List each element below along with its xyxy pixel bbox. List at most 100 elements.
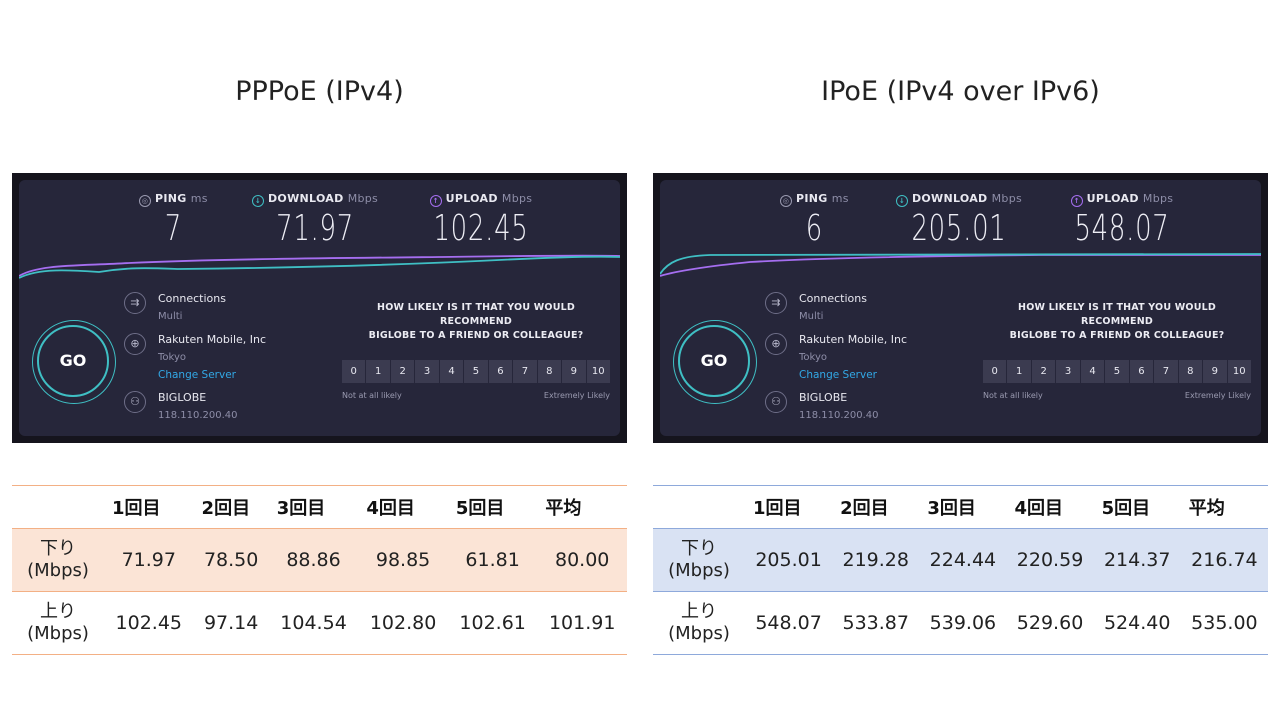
row-label-download: 下り (Mbps) [653,528,745,592]
connections-value: Multi [799,311,824,322]
survey-question: HOW LIKELY IS IT THAT YOU WOULD RECOMMEN… [1009,302,1225,341]
ping-metric: ◎ PING ms 7 [139,192,208,251]
table-cell: 61.81 [447,528,538,592]
table-header-cell: 1回目 [112,498,161,519]
speedtest-panel: ◎ PING ms 7 ↓ DOWNLOAD Mbps 71.97 ↑ UPLOAD … [19,180,620,436]
table-header-cell: 平均 [545,498,582,519]
table-header-cell: 2回目 [201,498,251,519]
recommend-survey: HOW LIKELY IS IT THAT YOU WOULD RECOMMEN… [342,301,610,400]
speed-graph [19,254,620,279]
survey-option-8[interactable]: 8 [537,360,562,383]
survey-high-label: Extremely Likely [543,391,610,400]
upload-metric: ↑ UPLOAD Mbps 102.45 [415,192,547,251]
table-cell: 97.14 [203,612,259,634]
table-cell: 216.74 [1180,528,1268,592]
upload-value: 102.45 [433,208,529,249]
isp-name: BIGLOBE [158,391,207,404]
table-cell: 88.86 [268,528,359,592]
table-header-cell: 1回目 [753,498,802,519]
table-header-cell [653,486,745,529]
table-cell: 529.60 [1016,612,1084,634]
ping-value: 6 [805,208,823,249]
survey-option-1[interactable]: 1 [366,360,390,383]
go-button-ring: GO [673,320,757,404]
connections-icon: ⇉ [124,292,146,314]
survey-option-4[interactable]: 4 [439,360,464,383]
table-cell: 205.01 [745,528,833,592]
table-cell: 224.44 [919,528,1007,592]
isp-ip: 118.110.200.40 [799,410,879,421]
connections-title: Connections [799,292,867,305]
globe-icon: ⊕ [124,333,146,355]
server-name: Rakuten Mobile, Inc [799,333,908,346]
survey-option-0[interactable]: 0 [983,360,1007,383]
ping-value: 7 [164,208,182,249]
survey-option-6[interactable]: 6 [1129,360,1154,383]
download-value: 71.97 [276,208,354,249]
survey-option-9[interactable]: 9 [1203,360,1227,383]
survey-option-0[interactable]: 0 [342,360,366,383]
survey-option-7[interactable]: 7 [1154,360,1178,383]
panel-title-ipoe: IPoE (IPv4 over IPv6) [821,76,1100,107]
table-header-cell: 5回目 [1101,498,1151,519]
ping-label: PING [155,192,187,205]
user-icon: ⚇ [124,391,146,413]
table-header-cell: 4回目 [366,498,415,519]
table-row-download: 下り (Mbps) 71.97 78.50 88.86 98.85 61.81 … [12,528,627,592]
results-table-pppoe: 1回目 2回目 3回目 4回目 5回目 平均 下り (Mbps) 71.97 7… [12,485,627,655]
survey-option-4[interactable]: 4 [1080,360,1105,383]
table-row-upload: 上り (Mbps) 548.07 533.87 539.06 529.60 52… [653,592,1268,655]
download-label: DOWNLOAD [268,192,344,205]
survey-option-7[interactable]: 7 [513,360,537,383]
survey-option-10[interactable]: 10 [586,360,610,383]
server-location: Tokyo [799,352,827,363]
download-graph-line [660,253,1261,275]
download-value: 205.01 [911,208,1007,249]
table-row-download: 下り (Mbps) 205.01 219.28 224.44 220.59 21… [653,528,1268,592]
download-label: DOWNLOAD [911,192,988,205]
ping-icon: ◎ [780,195,792,207]
table-cell: 101.91 [548,612,616,634]
download-metric: ↓ DOWNLOAD Mbps 205.01 [893,192,1025,251]
survey-low-label: Not at all likely [342,391,402,400]
survey-option-2[interactable]: 2 [1031,360,1056,383]
survey-high-label: Extremely Likely [1184,391,1251,400]
upload-metric: ↑ UPLOAD Mbps 548.07 [1056,192,1188,251]
table-header-row: 1回目 2回目 3回目 4回目 5回目 平均 [12,486,627,529]
change-server-link[interactable]: Change Server [799,369,877,381]
panel-title-pppoe: PPPoE (IPv4) [235,76,404,107]
survey-option-2[interactable]: 2 [390,360,415,383]
go-button[interactable]: GO [678,325,750,397]
row-label-upload: 上り (Mbps) [668,601,730,644]
ping-label: PING [796,192,828,205]
globe-icon: ⊕ [765,333,787,355]
upload-icon: ↑ [1070,195,1083,207]
survey-option-5[interactable]: 5 [464,360,488,383]
connections-value: Multi [158,311,183,322]
table-header-cell [12,486,104,529]
table-cell: 219.28 [832,528,920,592]
survey-option-6[interactable]: 6 [488,360,513,383]
survey-option-3[interactable]: 3 [415,360,439,383]
survey-option-1[interactable]: 1 [1007,360,1031,383]
ping-unit: ms [831,192,849,205]
table-cell: 102.80 [369,612,437,634]
go-button[interactable]: GO [37,325,109,397]
survey-option-3[interactable]: 3 [1056,360,1080,383]
survey-option-8[interactable]: 8 [1178,360,1203,383]
upload-unit: Mbps [1142,192,1174,205]
recommend-survey: HOW LIKELY IS IT THAT YOU WOULD RECOMMEN… [983,301,1251,400]
survey-option-5[interactable]: 5 [1105,360,1129,383]
upload-unit: Mbps [501,192,533,205]
change-server-link[interactable]: Change Server [158,369,236,381]
survey-option-9[interactable]: 9 [562,360,586,383]
upload-graph-line [19,254,620,277]
table-header-row: 1回目 2回目 3回目 4回目 5回目 平均 [653,486,1268,529]
table-header-cell: 5回目 [455,498,505,519]
server-name: Rakuten Mobile, Inc [158,333,267,346]
download-graph-line [19,255,620,279]
survey-option-10[interactable]: 10 [1227,360,1251,383]
speedtest-panel: ◎ PING ms 6 ↓ DOWNLOAD Mbps 205.01 ↑ UPLOAD… [660,180,1261,436]
upload-graph-line [660,254,1261,277]
speedtest-screenshot-ipoe: ◎ PING ms 6 ↓ DOWNLOAD Mbps 205.01 ↑ UPLOAD… [653,173,1268,443]
